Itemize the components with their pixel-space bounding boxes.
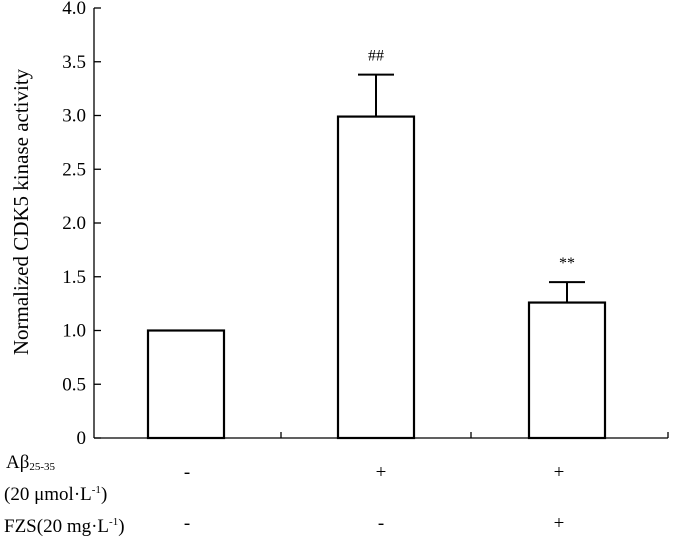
abeta-concentration-label: (20 μmol·L-1) (4, 484, 108, 505)
abeta-sign-group-3: + (553, 462, 565, 483)
abeta-sign-group-2: + (375, 462, 387, 483)
y-tick-label: 1.5 (62, 267, 86, 288)
abeta-label: Aβ25-35 (6, 453, 55, 473)
abeta-sign-group-1: - (183, 462, 191, 483)
abeta-conc-pre: (20 μmol·L (4, 484, 92, 505)
bars: ## ** (146, 48, 607, 440)
y-tick-label: 0.5 (62, 374, 86, 395)
fzs-label-post: ) (118, 516, 125, 537)
y-tick-label: 4.0 (62, 0, 86, 19)
bar (336, 115, 416, 440)
abeta-label-sub: 25-35 (29, 461, 56, 473)
y-tick-label: 3.0 (62, 106, 86, 127)
y-axis-label: Normalized CDK5 kinase activity (9, 68, 33, 355)
y-tick-label: 2.5 (62, 159, 86, 180)
fzs-label-pre: FZS(20 mg·L (4, 516, 110, 537)
significance-label: ** (559, 255, 575, 272)
y-tick-label: 3.5 (62, 52, 86, 73)
fzs-label-sup: -1 (109, 516, 119, 528)
y-tick-label: 1.0 (62, 321, 86, 342)
significance-label: ## (368, 48, 384, 65)
fzs-sign-group-1: - (183, 513, 191, 534)
y-tick-label: 0 (77, 428, 87, 449)
fzs-sign-group-3: + (553, 513, 565, 534)
bar (527, 301, 607, 440)
fzs-sign-group-2: - (377, 513, 385, 534)
bar (146, 329, 226, 440)
abeta-label-main: Aβ (6, 452, 30, 473)
abeta-conc-post: ) (100, 484, 108, 505)
y-axis: 0 0.5 1.0 1.5 2.0 2.5 3.0 3.5 4.0 (62, 0, 101, 449)
y-tick-label: 2.0 (62, 213, 86, 234)
abeta-conc-sup: -1 (91, 484, 101, 496)
fzs-label: FZS(20 mg·L-1) (4, 516, 125, 537)
